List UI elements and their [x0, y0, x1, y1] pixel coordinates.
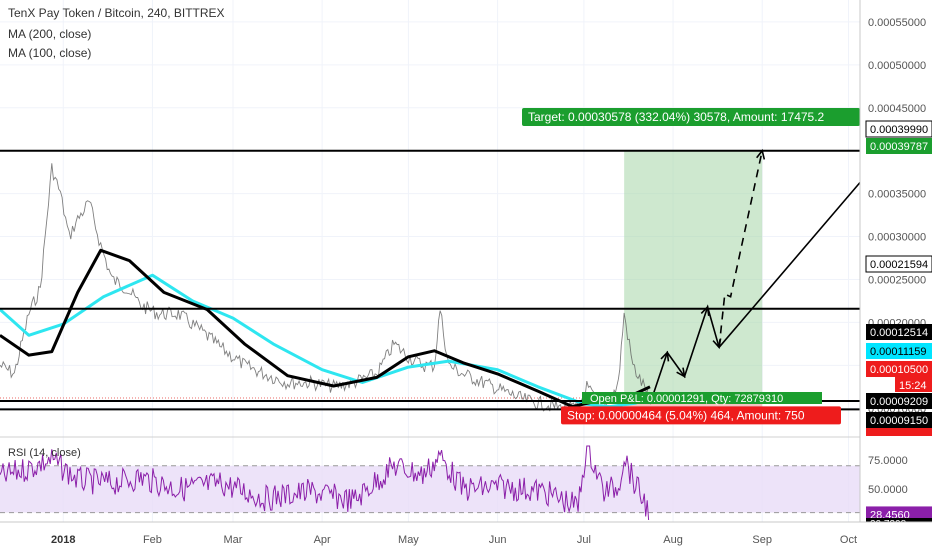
rsi-y-tick-label: 50.0000 [868, 484, 908, 496]
price-label-bg-4 [866, 343, 932, 359]
price-label-6: 0.00009209 [870, 396, 928, 408]
price-label-bg-3 [866, 324, 932, 340]
x-tick-label: May [398, 534, 419, 546]
y-tick-label: 0.00030000 [868, 232, 926, 244]
projection-drawings [649, 148, 861, 405]
price-label-3: 0.00012514 [870, 327, 928, 339]
study-ma200-label[interactable]: MA (200, close) [8, 27, 92, 41]
projection-arrow-4 [712, 338, 722, 350]
price-label-bg-6 [866, 393, 932, 409]
price-label-1: 0.00039787 [870, 141, 928, 153]
clock-label-bg [895, 377, 932, 392]
price-label-bg-0 [865, 120, 932, 138]
price-label-bg-2 [865, 255, 932, 273]
rsi-line [0, 445, 650, 521]
clock-label: 15:24 [899, 380, 927, 392]
price-label-0: 0.00039990 [870, 124, 928, 136]
stop-tag: Stop: 0.00000464 (5.04%) 464, Amount: 75… [567, 408, 805, 422]
price-label-7: 0.00009150 [870, 415, 928, 427]
x-tick-label: 2018 [51, 534, 75, 546]
projection-dashed-path [718, 150, 763, 348]
price-label-bg-1 [866, 138, 932, 154]
projection-trend-line [718, 181, 861, 348]
time-axis[interactable]: 2018 Feb Mar Apr May Jun Jul Aug Sep Oct [0, 521, 932, 550]
y-tick-label: 0.00055000 [868, 17, 926, 29]
price-label-2: 0.00021594 [870, 259, 928, 271]
time-axis-bg [0, 522, 932, 550]
y-tick-label: 0.00050000 [868, 60, 926, 72]
target-tag: Target: 0.00030578 (332.04%) 30578, Amou… [528, 110, 825, 124]
rsi-y-tick-label: 75.0000 [868, 455, 908, 467]
x-tick-label: Feb [143, 534, 162, 546]
target-tag-bg [522, 108, 860, 126]
y-tick-label: 0.00025000 [868, 274, 926, 286]
rsi-study-label[interactable]: RSI (14, close) [8, 447, 81, 459]
rsi-panel [0, 436, 932, 521]
x-tick-label: Oct [840, 534, 857, 546]
projection-arrow-3 [700, 305, 710, 317]
stop-tag-bg [561, 406, 841, 425]
projection-dashed-arrow [756, 148, 766, 160]
clipped-label-bg [866, 428, 932, 436]
price-label-bg-7 [866, 412, 932, 428]
position-tags: Target: 0.00030578 (332.04%) 30578, Amou… [522, 108, 860, 425]
x-tick-label: Jun [489, 534, 507, 546]
symbol-title[interactable]: TenX Pay Token / Bitcoin, 240, BITTREX [8, 6, 225, 20]
projection-arrow-1 [660, 350, 670, 362]
price-label-5: 0.00010500 [870, 364, 928, 376]
x-tick-label: Sep [752, 534, 772, 546]
x-tick-label: Jul [577, 534, 591, 546]
y-tick-label: 0.00045000 [868, 103, 926, 115]
x-tick-label: Apr [314, 534, 331, 546]
price-axis[interactable]: 0.00055000 0.00050000 0.00045000 0.00035000… [859, 0, 932, 530]
price-label-bg-5 [866, 361, 932, 377]
y-tick-label: 0.00035000 [868, 189, 926, 201]
x-tick-label: Mar [224, 534, 243, 546]
price-label-4: 0.00011159 [870, 346, 926, 358]
open-pnl-tag: Open P&L: 0.00001291, Qty: 72879310 [590, 393, 783, 405]
grid [0, 0, 860, 522]
open-pnl-tag-bg [582, 392, 822, 405]
study-ma100-label[interactable]: MA (100, close) [8, 46, 92, 60]
projection-arrow-2 [676, 367, 686, 379]
x-tick-label: Aug [663, 534, 683, 546]
target-zone [624, 150, 763, 405]
